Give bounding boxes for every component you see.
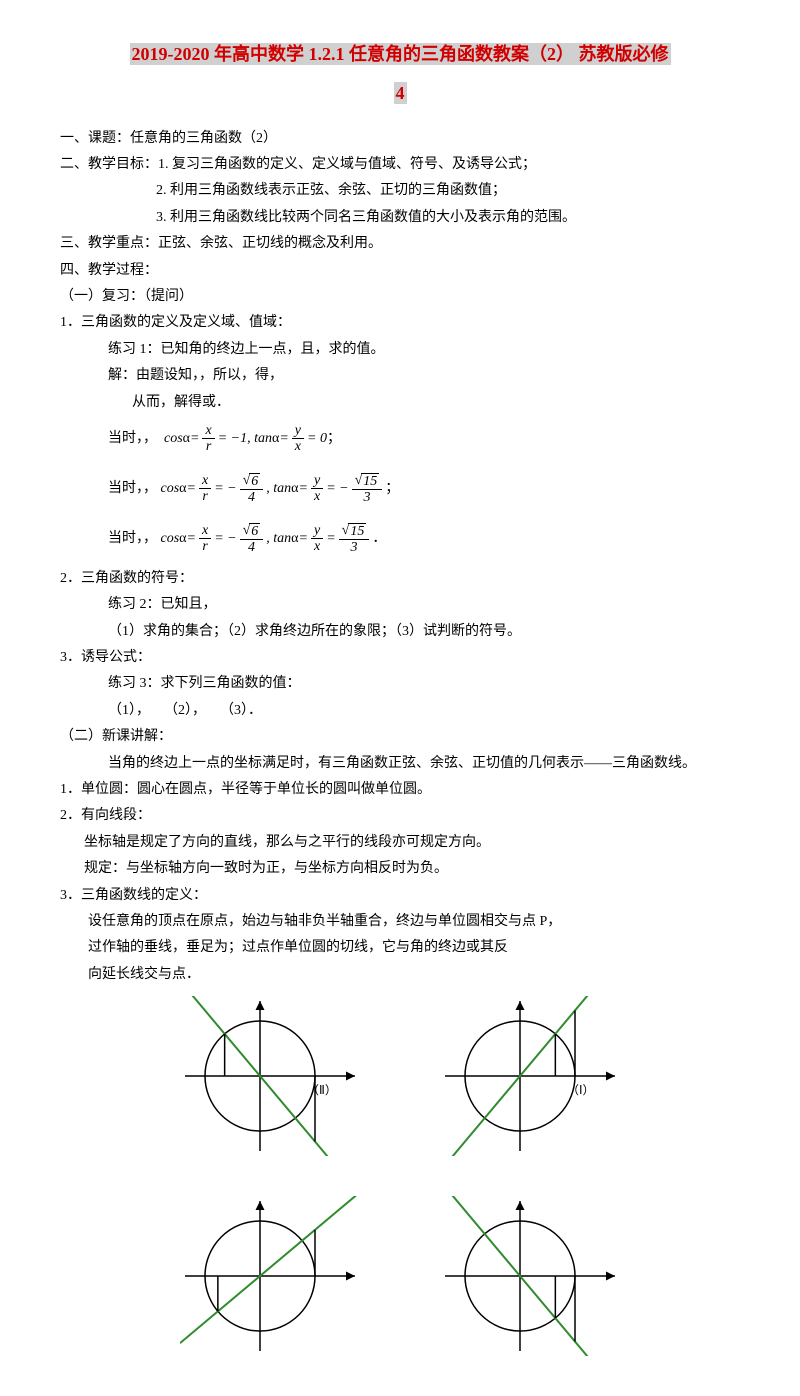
title-sub-highlighted: 4 [394,82,407,104]
newlesson-heading: （二）新课讲解： [60,726,740,748]
process-heading: 四、教学过程： [60,260,740,282]
trig-line-c: 向延长线交与点． [60,964,740,986]
unit-circle-diagram: （Ⅰ） [440,996,620,1156]
review-heading: （一）复习：（提问） [60,286,740,308]
math3-suffix: ． [372,528,386,550]
solution-line2: 从而，解得或． [60,392,740,414]
review-item1: 1．三角函数的定义及定义域、值域： [60,312,740,334]
exercise3: 练习 3：求下列三角函数的值： [60,673,740,695]
svg-text:（Ⅰ）: （Ⅰ） [567,1083,595,1097]
unit-circle-diagram: （Ⅱ） [180,996,360,1156]
directed-segment: 2．有向线段： [60,805,740,827]
review-item2: 2．三角函数的符号： [60,568,740,590]
math-formula-3: 当时，， cosα = xr = − 64 , tanα = yx = 153 … [60,514,740,564]
unit-circle: 1．单位圆：圆心在圆点，半径等于单位长的圆叫做单位圆。 [60,779,740,801]
goals-line2: 2. 利用三角函数线表示正弦、余弦、正切的三角函数值； [60,180,740,202]
math2-prefix: 当时，， [108,478,157,500]
svg-text:（Ⅱ）: （Ⅱ） [307,1083,337,1097]
unit-circle-diagram [180,1196,360,1356]
math1-prefix: 当时，， [108,428,157,450]
page-title: 2019-2020 年高中数学 1.2.1 任意角的三角函数教案（2） 苏教版必… [60,40,740,69]
exercise3-sub: （1）， （2）， （3）． [60,700,740,722]
math1-suffix: ； [327,428,341,450]
unit-circle-diagram [440,1196,620,1356]
math-formula-2: 当时，， cosα = xr = − 64 , tanα = yx = − 15… [60,464,740,514]
goals-line3: 3. 利用三角函数线比较两个同名三角函数值的大小及表示角的范围。 [60,207,740,229]
exercise2: 练习 2：已知且， [60,594,740,616]
page-subtitle: 4 [60,79,740,108]
directed-segment-a: 坐标轴是规定了方向的直线，那么与之平行的线段亦可规定方向。 [60,832,740,854]
key-points: 三、教学重点：正弦、余弦、正切线的概念及利用。 [60,233,740,255]
newlesson-intro: 当角的终边上一点的坐标满足时，有三角函数正弦、余弦、正切值的几何表示——三角函数… [60,753,740,775]
exercise1: 练习 1：已知角的终边上一点，且，求的值。 [60,339,740,361]
math3-prefix: 当时，， [108,528,157,550]
diagram-grid: （Ⅱ） （Ⅰ） [60,996,740,1356]
solution-line1: 解：由题设知，，所以，得， [60,365,740,387]
trig-line-b: 过作轴的垂线，垂足为；过点作单位圆的切线，它与角的终边或其反 [60,937,740,959]
math-formula-1: 当时，， cosα = xr = −1, tanα = yx = 0 ； [60,414,740,464]
trig-line-a: 设任意角的顶点在原点，始边与轴非负半轴重合，终边与单位圆相交与点 P， [60,911,740,933]
directed-segment-b: 规定：与坐标轴方向一致时为正，与坐标方向相反时为负。 [60,858,740,880]
trig-line-def: 3．三角函数线的定义： [60,885,740,907]
goals-line1: 二、教学目标：1. 复习三角函数的定义、定义域与值域、符号、及诱导公式； [60,154,740,176]
review-item3: 3．诱导公式： [60,647,740,669]
exercise2-sub: （1）求角的集合；（2）求角终边所在的象限；（3）试判断的符号。 [60,621,740,643]
topic-heading: 一、课题：任意角的三角函数（2） [60,128,740,150]
title-highlighted: 2019-2020 年高中数学 1.2.1 任意角的三角函数教案（2） 苏教版必… [130,43,671,65]
math2-suffix: ； [385,478,399,500]
